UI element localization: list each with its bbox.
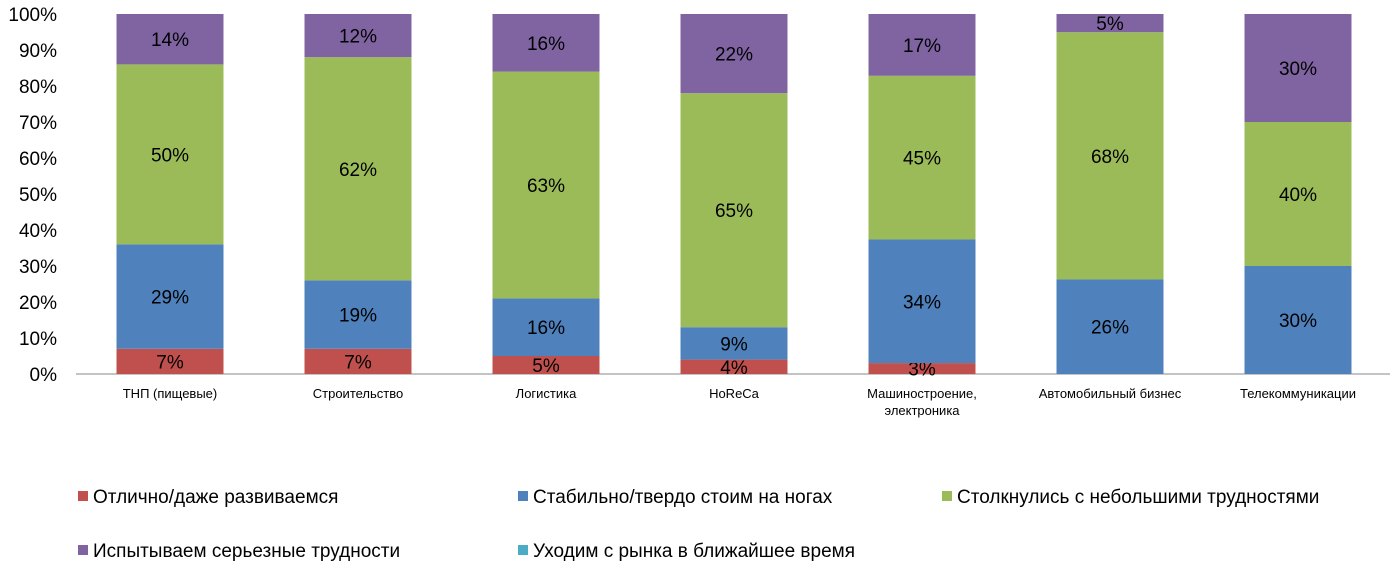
data-label: 16%: [527, 318, 565, 339]
bar-segment: [116, 14, 224, 65]
y-tick-label: 50%: [19, 185, 57, 206]
data-label: 63%: [527, 176, 565, 197]
bar-segment: [1244, 266, 1352, 374]
y-tick-label: 10%: [19, 329, 57, 350]
data-label: 40%: [1279, 185, 1317, 206]
data-label: 7%: [344, 352, 372, 373]
bar-segment: [1056, 32, 1164, 280]
x-tick-label: Логистика: [516, 386, 577, 401]
bar-segment: [680, 93, 788, 328]
y-tick-label: 60%: [19, 149, 57, 170]
x-tick-label: HoReCa: [709, 386, 760, 401]
bar-segment: [304, 57, 412, 281]
bar-segment: [680, 359, 788, 374]
bar-segment: [492, 71, 600, 299]
bar-segment: [868, 14, 976, 76]
data-label: 3%: [908, 360, 936, 381]
y-tick-label: 30%: [19, 257, 57, 278]
y-tick-label: 40%: [19, 221, 57, 242]
data-label: 17%: [903, 36, 941, 57]
bar-segment: [304, 14, 412, 58]
data-label: 14%: [151, 30, 189, 51]
data-label: 19%: [339, 306, 377, 327]
data-label: 9%: [720, 334, 748, 355]
y-tick-label: 0%: [30, 365, 58, 386]
data-label: 62%: [339, 160, 377, 181]
legend-swatch: [942, 491, 952, 501]
x-tick-label: электроника: [884, 403, 960, 418]
bar-segment: [116, 64, 224, 245]
bar-segment: [304, 348, 412, 374]
legend-swatch: [78, 491, 88, 501]
x-tick-label: Телекоммуникации: [1240, 386, 1356, 401]
legend-swatch: [518, 545, 528, 555]
data-label: 50%: [151, 145, 189, 166]
bar-segment: [492, 298, 600, 356]
y-tick-label: 90%: [19, 41, 57, 62]
bar-segment: [1244, 122, 1352, 266]
bar-segment: [868, 363, 976, 374]
x-tick-label: Строительство: [313, 386, 403, 401]
data-label: 12%: [339, 27, 377, 48]
y-tick-label: 20%: [19, 293, 57, 314]
data-label: 7%: [156, 352, 184, 373]
bar-segment: [868, 239, 976, 364]
legend-label: Столкнулись с небольшими трудностями: [957, 487, 1319, 508]
bar-segment: [492, 356, 600, 374]
data-label: 30%: [1279, 311, 1317, 332]
bar-segment: [116, 244, 224, 349]
legend-label: Уходим с рынка в ближайшее время: [533, 541, 855, 562]
bar-segment: [1056, 14, 1164, 33]
bar-segment: [1244, 14, 1352, 122]
y-tick-label: 80%: [19, 77, 57, 98]
x-tick-label: Машиностроение,: [867, 386, 977, 401]
data-label: 29%: [151, 288, 189, 309]
data-label: 65%: [715, 201, 753, 222]
bar-segment: [868, 75, 976, 240]
data-label: 16%: [527, 34, 565, 55]
data-label: 68%: [1091, 147, 1129, 168]
legend-label: Отлично/даже развиваемся: [93, 487, 338, 508]
legend-swatch: [518, 491, 528, 501]
x-tick-label: Автомобильный бизнес: [1039, 386, 1182, 401]
data-label: 30%: [1279, 59, 1317, 80]
x-tick-label: ТНП (пищевые): [123, 386, 218, 401]
data-label: 4%: [720, 358, 748, 379]
legend-label: Стабильно/твердо стоим на ногах: [533, 487, 833, 508]
bar-segment: [680, 14, 788, 94]
data-label: 45%: [903, 149, 941, 170]
bar-segment: [1056, 279, 1164, 374]
bar-segment: [304, 280, 412, 349]
data-label: 22%: [715, 45, 753, 66]
y-tick-label: 70%: [19, 113, 57, 134]
data-label: 34%: [903, 292, 941, 313]
legend-label: Испытываем серьезные трудности: [93, 541, 400, 562]
y-tick-label: 100%: [8, 5, 57, 26]
data-label: 5%: [532, 356, 560, 377]
data-label: 26%: [1091, 318, 1129, 339]
bar-segment: [492, 14, 600, 72]
legend-swatch: [78, 545, 88, 555]
bar-segment: [116, 348, 224, 374]
data-label: 5%: [1096, 14, 1124, 35]
bar-segment: [680, 327, 788, 360]
